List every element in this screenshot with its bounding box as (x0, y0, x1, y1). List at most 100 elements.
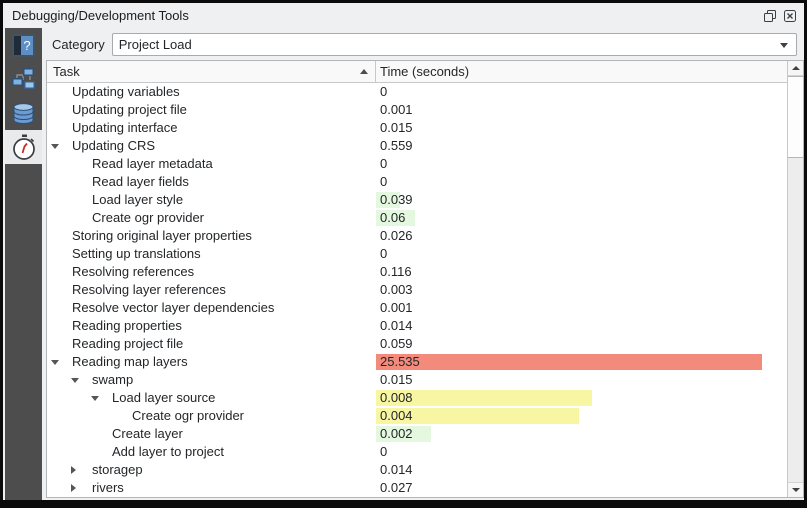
tree-row[interactable]: Read layer metadata 0 (47, 155, 787, 173)
scroll-up-icon (791, 66, 800, 70)
database-icon (13, 102, 34, 124)
tree-row[interactable]: Resolve vector layer dependencies 0.001 (47, 299, 787, 317)
time-cell: 0.027 (376, 479, 787, 497)
tree-row[interactable]: Add layer to project 0 (47, 443, 787, 461)
tree-row[interactable]: Create ogr provider 0.004 (47, 407, 787, 425)
task-cell: storagep (47, 461, 376, 479)
task-label: Create ogr provider (92, 210, 204, 225)
task-label: swamp (92, 372, 134, 387)
task-label: storagep (92, 462, 143, 477)
task-cell: Create layer (47, 425, 376, 443)
task-label: Load layer source (112, 390, 216, 405)
tree-row[interactable]: Updating interface 0.015 (47, 119, 787, 137)
tree-row[interactable]: Setting up translations 0 (47, 245, 787, 263)
task-label: Resolving layer references (72, 282, 226, 297)
tree-row[interactable]: swamp 0.015 (47, 371, 787, 389)
task-cell: Reading project file (47, 335, 376, 353)
time-value: 0.003 (380, 282, 413, 297)
task-cell: Reading map layers (47, 353, 376, 371)
time-cell: 0.014 (376, 461, 787, 479)
category-select[interactable]: Project Load (111, 32, 797, 56)
expand-arrow-icon[interactable] (71, 466, 76, 474)
tree-row[interactable]: Storing original layer properties 0.026 (47, 227, 787, 245)
window-title: Debugging/Development Tools (12, 8, 189, 23)
expand-arrow-icon[interactable] (71, 484, 76, 492)
float-button[interactable] (761, 7, 778, 24)
time-cell: 0.008 (376, 389, 787, 407)
tree-row[interactable]: Reading map layers 25.535 (47, 353, 787, 371)
task-cell: Updating project file (47, 101, 376, 119)
time-cell: 0 (376, 173, 787, 191)
time-cell: 0.014 (376, 317, 787, 335)
scrollbar-thumb[interactable] (788, 76, 803, 158)
task-cell: Add layer to project (47, 443, 376, 461)
sidebar-item-network[interactable] (5, 62, 42, 96)
time-value: 0.014 (380, 462, 413, 477)
scroll-down-button[interactable] (788, 482, 803, 497)
task-cell: Resolving references (47, 263, 376, 281)
time-value: 0 (380, 84, 388, 99)
tree-row[interactable]: Load layer source 0.008 (47, 389, 787, 407)
tree-row[interactable]: Updating variables 0 (47, 83, 787, 101)
collapse-arrow-icon[interactable] (91, 396, 99, 401)
svg-text:?: ? (23, 38, 30, 53)
vertical-scrollbar[interactable] (787, 61, 803, 497)
task-label: Resolving references (72, 264, 195, 279)
task-label: Reading project file (72, 336, 184, 351)
tree-row[interactable]: Reading project file 0.059 (47, 335, 787, 353)
time-value: 0.026 (380, 228, 413, 243)
task-cell: Load layer style (47, 191, 376, 209)
time-cell: 0.001 (376, 299, 787, 317)
tree-row[interactable]: storagep 0.014 (47, 461, 787, 479)
column-header-time[interactable]: Time (seconds) (376, 61, 787, 82)
task-label: Updating CRS (72, 138, 156, 153)
task-label: Storing original layer properties (72, 228, 252, 243)
task-label: Create layer (112, 426, 183, 441)
tree-row[interactable]: Read layer fields 0 (47, 173, 787, 191)
task-label: Load layer style (92, 192, 184, 207)
category-label: Category (52, 36, 105, 52)
tree-row[interactable]: Create ogr provider 0.06 (47, 209, 787, 227)
task-cell: Create ogr provider (47, 209, 376, 227)
time-cell: 0 (376, 443, 787, 461)
tree-row[interactable]: Resolving references 0.116 (47, 263, 787, 281)
collapse-arrow-icon[interactable] (51, 360, 59, 365)
task-label: Reading properties (72, 318, 182, 333)
tree-row[interactable]: Reading properties 0.014 (47, 317, 787, 335)
time-value: 0.001 (380, 300, 413, 315)
scroll-down-icon (791, 488, 800, 492)
time-cell: 25.535 (376, 353, 787, 371)
time-heat-bar (376, 192, 400, 208)
time-heat-bar (376, 354, 763, 370)
close-button[interactable] (781, 7, 798, 24)
time-value: 0.06 (380, 210, 406, 225)
task-label: Updating interface (72, 120, 178, 135)
sort-ascending-icon (360, 69, 368, 74)
task-cell: Storing original layer properties (47, 227, 376, 245)
tree-row[interactable]: rivers 0.027 (47, 479, 787, 497)
sidebar-item-profiler[interactable] (5, 130, 42, 164)
sidebar-item-database[interactable] (5, 96, 42, 130)
sidebar-item-help[interactable]: ? (5, 28, 42, 62)
titlebar: Debugging/Development Tools (3, 3, 804, 28)
help-book-icon: ? (12, 33, 35, 57)
collapse-arrow-icon[interactable] (51, 144, 59, 149)
task-cell: Resolving layer references (47, 281, 376, 299)
task-cell: Read layer metadata (47, 155, 376, 173)
scroll-up-button[interactable] (788, 61, 803, 76)
task-cell: Read layer fields (47, 173, 376, 191)
tree-row[interactable]: Load layer style 0.039 (47, 191, 787, 209)
task-label: Create ogr provider (132, 408, 244, 423)
time-value: 0.015 (380, 372, 413, 387)
tree-row[interactable]: Resolving layer references 0.003 (47, 281, 787, 299)
time-value: 0.001 (380, 102, 413, 117)
time-cell: 0.002 (376, 425, 787, 443)
time-cell: 0 (376, 245, 787, 263)
tree-row[interactable]: Create layer 0.002 (47, 425, 787, 443)
column-header-task[interactable]: Task (47, 61, 376, 82)
time-value: 0.027 (380, 480, 413, 495)
collapse-arrow-icon[interactable] (71, 378, 79, 383)
tree-row[interactable]: Updating project file 0.001 (47, 101, 787, 119)
tree-row[interactable]: Updating CRS 0.559 (47, 137, 787, 155)
